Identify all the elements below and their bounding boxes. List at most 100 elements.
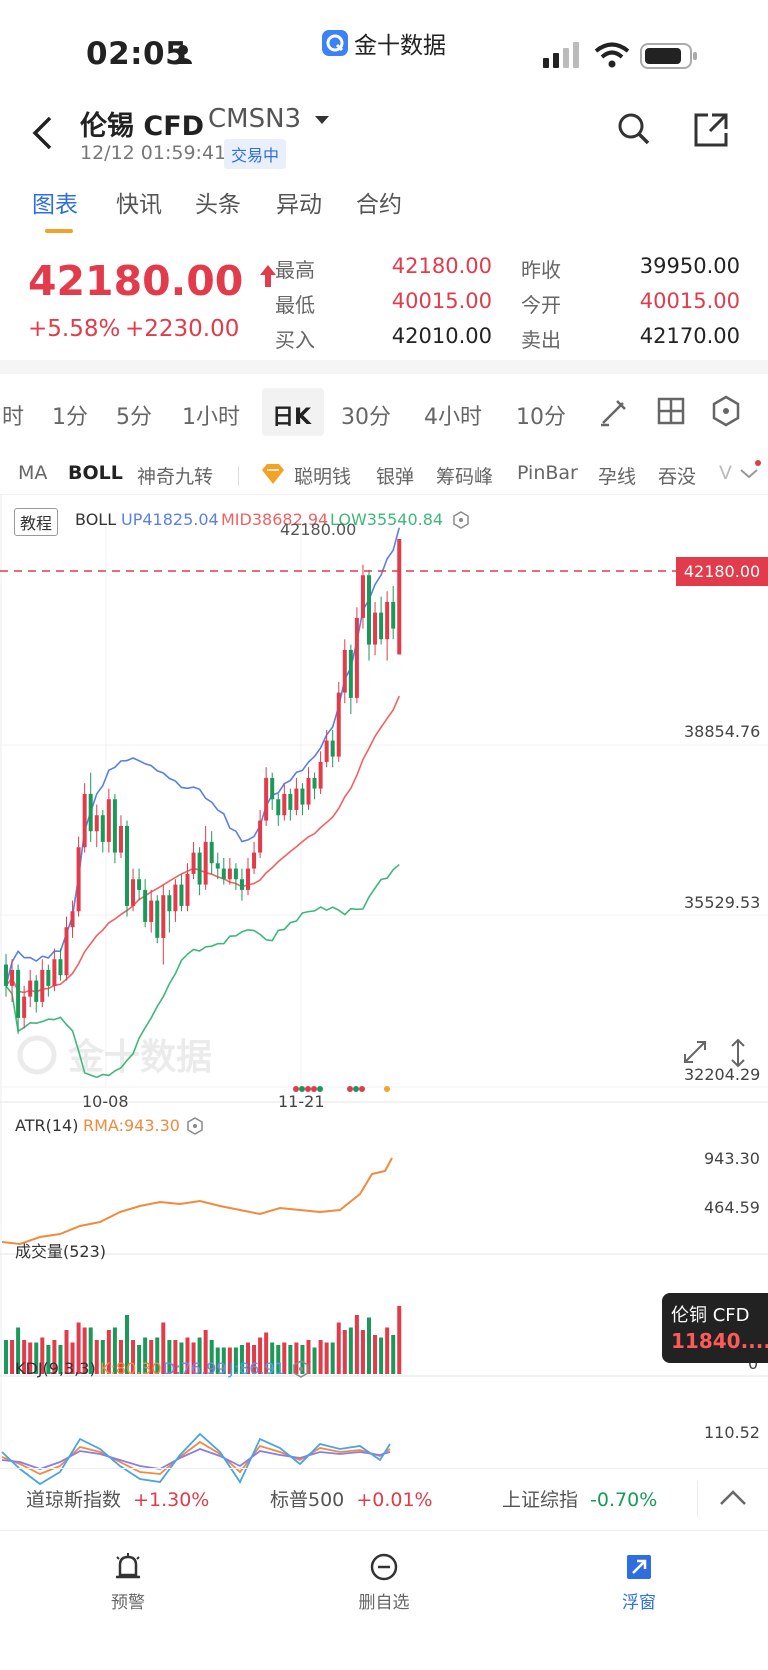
chart-area[interactable]: 金十数据 教程 BOLL UP41825.04 MID38682.94 LOW3… — [0, 494, 768, 1497]
volume-bar — [137, 1345, 142, 1374]
bell-icon — [116, 1553, 140, 1579]
stat-label-bid: 买入 — [275, 328, 315, 352]
nav-remove-watchlist[interactable]: 删自选 — [334, 1551, 434, 1613]
search-icon[interactable] — [616, 111, 652, 147]
volume-bar — [282, 1342, 287, 1374]
volume-bar — [143, 1337, 148, 1374]
share-icon[interactable] — [692, 111, 730, 149]
indicator-bar: MA BOLL 神奇九转 聪明钱 银弹 筹码峰 PinBar 孕线 吞没 V — [0, 458, 768, 492]
volume-bar — [94, 1340, 99, 1374]
stat-value-low: 40015.00 — [391, 289, 492, 313]
ticker-dow-value: +1.30% — [133, 1489, 210, 1511]
nav-alert[interactable]: 预警 — [78, 1551, 178, 1613]
fullscreen-icon[interactable] — [684, 1041, 706, 1063]
candle-body — [143, 889, 148, 922]
ticker-dow[interactable]: 道琼斯指数 +1.30% — [26, 1485, 209, 1512]
last-price-tag: 42180.00 — [676, 557, 768, 586]
up-arrow-icon — [259, 265, 276, 287]
timeframe-daily[interactable]: 日K — [272, 405, 312, 430]
volume-label: 成交量(523) — [15, 1242, 107, 1261]
timeframe-1m[interactable]: 1分 — [52, 405, 88, 430]
tab-movers[interactable]: 异动 — [276, 192, 322, 218]
nav-float-window[interactable]: 浮窗 — [589, 1551, 689, 1613]
indicator-v-partial[interactable]: V — [719, 462, 732, 484]
candle-body — [185, 873, 190, 906]
candlesticks — [4, 539, 402, 1034]
timeframe-5m[interactable]: 5分 — [116, 405, 152, 430]
indicator-pinbar[interactable]: PinBar — [517, 462, 578, 484]
tab-flash[interactable]: 快讯 — [116, 192, 162, 218]
chevron-up-icon[interactable] — [718, 1487, 748, 1509]
volume-bar — [270, 1342, 275, 1374]
indicator-smart-money[interactable]: 聪明钱 — [294, 466, 352, 488]
expand-indicators-icon[interactable] — [737, 460, 763, 486]
tab-chart[interactable]: 图表 — [32, 192, 78, 218]
tab-headlines[interactable]: 头条 — [195, 192, 241, 218]
boll-up-value: UP41825.04 — [121, 510, 219, 529]
indicator-silver-bullet[interactable]: 银弹 — [376, 466, 415, 488]
status-bar: 02:05 金十数据 — [0, 0, 768, 100]
back-icon[interactable] — [30, 115, 54, 151]
change-absolute: +2230.00 — [125, 316, 240, 342]
atr-settings-icon[interactable] — [186, 1117, 204, 1135]
candle-body — [342, 649, 347, 693]
volume-bar — [288, 1345, 293, 1374]
candle-body — [106, 799, 111, 842]
volume-bar — [227, 1347, 232, 1374]
volume-bar — [149, 1340, 154, 1374]
tab-contracts[interactable]: 合约 — [356, 192, 402, 218]
indicator-boll[interactable]: BOLL — [68, 462, 123, 484]
candle-body — [149, 900, 154, 922]
candle-body — [4, 964, 8, 986]
candle-body — [215, 863, 220, 869]
indicator-td9[interactable]: 神奇九转 — [137, 466, 214, 488]
vertical-scale-icon[interactable] — [731, 1038, 745, 1068]
stat-label-ask: 卖出 — [521, 328, 561, 352]
candle-body — [294, 788, 299, 810]
boll-settings-icon[interactable] — [452, 511, 470, 529]
instrument-code-text: CMSN3 — [208, 104, 302, 134]
volume-bars — [4, 1305, 402, 1374]
kdj-settings-icon[interactable] — [292, 1360, 310, 1378]
instrument-code[interactable]: CMSN3 — [208, 104, 331, 134]
candle-body — [221, 868, 226, 880]
timeframe-1h[interactable]: 1小时 — [182, 405, 240, 430]
kdj-k-value: K:80.30 — [100, 1359, 162, 1378]
floating-quote-window[interactable]: 伦铜 CFD 11840.... — [662, 1293, 768, 1363]
event-markers — [293, 1086, 390, 1092]
indicator-chip-peak[interactable]: 筹码峰 — [436, 466, 494, 488]
volume-bar — [324, 1342, 329, 1374]
candle-body — [22, 996, 27, 1018]
app-logo-icon — [322, 30, 348, 56]
ticker-shanghai[interactable]: 上证综指 -0.70% — [502, 1485, 657, 1512]
indicator-engulfing[interactable]: 吞没 — [658, 466, 697, 488]
volume-bar — [197, 1337, 202, 1374]
timeframe-4h[interactable]: 4小时 — [424, 405, 482, 430]
ticker-sp500[interactable]: 标普500 +0.01% — [270, 1485, 433, 1512]
volume-bar — [306, 1340, 311, 1374]
timeframe-hour-partial[interactable]: 时 — [2, 405, 25, 430]
layout-grid-icon[interactable] — [655, 395, 687, 427]
settings-hex-icon[interactable] — [709, 394, 743, 428]
float-window-icon — [627, 1555, 651, 1579]
candle-body — [40, 969, 45, 1002]
app-name-pill: 金十数据 — [322, 26, 446, 60]
candle-body — [276, 799, 281, 816]
indicator-ma[interactable]: MA — [18, 462, 48, 484]
timeframe-30m[interactable]: 30分 — [341, 405, 391, 430]
y-tick-1: 38854.76 — [684, 722, 761, 741]
x-tick-1: 10-08 — [82, 1092, 129, 1111]
volume-bar — [336, 1322, 341, 1374]
draw-tool-icon[interactable] — [597, 395, 631, 429]
candle-body — [88, 793, 93, 832]
nav-alert-label: 预警 — [111, 1593, 145, 1613]
timeframe-10m[interactable]: 10分 — [516, 405, 566, 430]
volume-bar — [167, 1340, 172, 1374]
indicator-inside-bar[interactable]: 孕线 — [598, 466, 637, 488]
candle-body — [197, 852, 202, 885]
candle-body — [318, 761, 323, 789]
volume-bar — [215, 1347, 220, 1374]
tutorial-button[interactable]: 教程 — [14, 508, 59, 536]
ticker-sp500-name: 标普500 — [270, 1489, 345, 1511]
chart-canvas[interactable]: 金十数据 — [0, 494, 768, 1497]
